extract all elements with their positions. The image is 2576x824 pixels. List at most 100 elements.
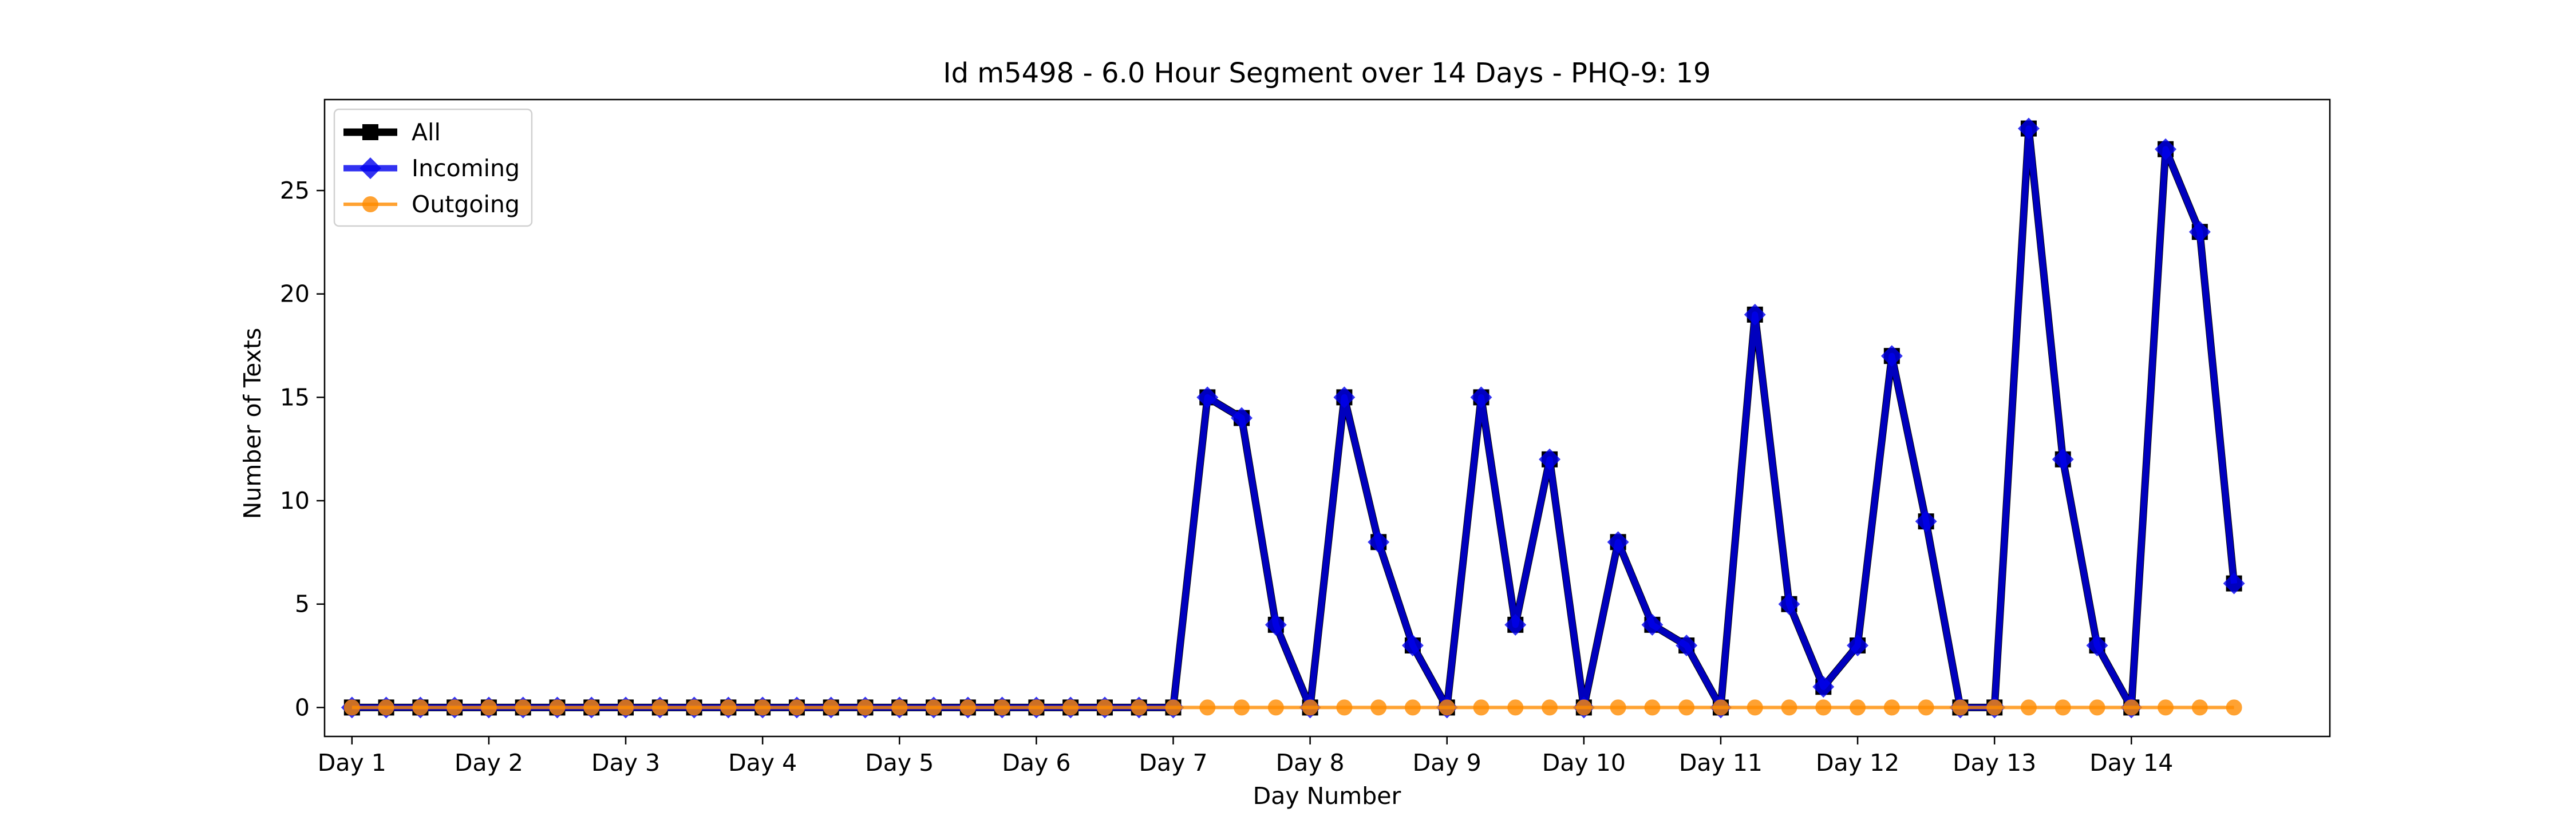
legend-marker bbox=[362, 196, 378, 212]
x-tick-label: Day 10 bbox=[1542, 749, 1626, 777]
x-tick-label: Day 3 bbox=[591, 749, 660, 777]
x-tick-label: Day 8 bbox=[1276, 749, 1345, 777]
data-point-outgoing bbox=[1439, 699, 1455, 716]
data-point-outgoing bbox=[1918, 699, 1934, 716]
data-point-incoming bbox=[1641, 613, 1664, 636]
data-point-outgoing bbox=[959, 699, 976, 716]
data-point-outgoing bbox=[412, 699, 429, 716]
x-tick-label: Day 14 bbox=[2089, 749, 2173, 777]
data-point-incoming bbox=[1368, 531, 1390, 553]
data-point-outgoing bbox=[1028, 699, 1045, 716]
data-point-incoming bbox=[1265, 613, 1287, 636]
y-tick-label: 0 bbox=[295, 694, 310, 721]
data-point-outgoing bbox=[754, 699, 771, 716]
data-point-incoming bbox=[1504, 613, 1527, 636]
x-tick-label: Day 1 bbox=[318, 749, 386, 777]
data-point-outgoing bbox=[720, 699, 737, 716]
data-point-outgoing bbox=[1234, 699, 1250, 716]
data-point-outgoing bbox=[2020, 699, 2037, 716]
data-point-outgoing bbox=[1678, 699, 1695, 716]
x-tick-label: Day 5 bbox=[865, 749, 934, 777]
data-point-incoming bbox=[1847, 635, 1869, 656]
plot-background bbox=[325, 100, 2330, 736]
data-point-outgoing bbox=[618, 699, 634, 716]
series-area bbox=[341, 117, 2245, 719]
data-point-outgoing bbox=[823, 699, 839, 716]
data-point-incoming bbox=[1915, 510, 1937, 533]
legend-entry-outgoing: Outgoing bbox=[343, 191, 520, 218]
x-tick-label: Day 2 bbox=[455, 749, 523, 777]
data-point-outgoing bbox=[788, 699, 805, 716]
x-tick-label: Day 9 bbox=[1413, 749, 1481, 777]
legend-entry-all: All bbox=[343, 118, 441, 146]
data-point-outgoing bbox=[1850, 699, 1866, 716]
data-point-outgoing bbox=[1096, 699, 1113, 716]
data-point-incoming bbox=[2223, 572, 2245, 595]
y-tick-label: 20 bbox=[280, 280, 310, 308]
data-point-outgoing bbox=[2123, 699, 2140, 716]
plot-area bbox=[325, 100, 2330, 736]
data-point-incoming bbox=[1778, 593, 1800, 615]
data-point-outgoing bbox=[1165, 699, 1182, 716]
y-tick-label: 5 bbox=[295, 591, 310, 618]
data-point-outgoing bbox=[1542, 699, 1558, 716]
y-tick-label: 10 bbox=[280, 487, 310, 514]
x-tick-label: Day 12 bbox=[1816, 749, 1899, 777]
data-point-outgoing bbox=[1336, 699, 1353, 716]
data-point-outgoing bbox=[1747, 699, 1763, 716]
data-point-outgoing bbox=[549, 699, 566, 716]
data-point-outgoing bbox=[651, 699, 668, 716]
data-point-outgoing bbox=[2191, 699, 2208, 716]
x-tick-label: Day 7 bbox=[1139, 749, 1207, 777]
data-point-incoming bbox=[1470, 386, 1492, 409]
chart-title: Id m5498 - 6.0 Hour Segment over 14 Days… bbox=[943, 57, 1710, 89]
x-tick-label: Day 6 bbox=[1002, 749, 1070, 777]
data-point-incoming bbox=[1607, 531, 1629, 553]
data-point-outgoing bbox=[1507, 699, 1524, 716]
data-point-incoming bbox=[2017, 117, 2040, 140]
data-point-outgoing bbox=[1404, 699, 1421, 716]
data-point-incoming bbox=[2086, 635, 2108, 656]
data-point-outgoing bbox=[447, 699, 463, 716]
data-point-outgoing bbox=[2226, 699, 2242, 716]
data-point-incoming bbox=[1196, 386, 1219, 409]
data-point-incoming bbox=[2052, 448, 2074, 470]
data-point-outgoing bbox=[1781, 699, 1797, 716]
data-point-outgoing bbox=[583, 699, 600, 716]
data-point-outgoing bbox=[1199, 699, 1216, 716]
axes: 0 5 10 15 20 25 Day 1 Day 2 Day 3 Day 4 Day 5 Day 6… bbox=[280, 98, 2331, 777]
data-point-outgoing bbox=[343, 699, 360, 716]
data-point-outgoing bbox=[1370, 699, 1387, 716]
data-point-outgoing bbox=[686, 699, 702, 716]
x-tick-label: Day 4 bbox=[728, 749, 797, 777]
data-point-outgoing bbox=[480, 699, 497, 716]
data-point-outgoing bbox=[1473, 699, 1490, 716]
data-point-outgoing bbox=[2055, 699, 2071, 716]
x-tick-label: Day 11 bbox=[1679, 749, 1763, 777]
data-point-incoming bbox=[1539, 448, 1561, 470]
y-axis-label: Number of Texts bbox=[239, 328, 266, 520]
data-point-outgoing bbox=[515, 699, 531, 716]
data-point-incoming bbox=[1744, 303, 1766, 326]
data-point-incoming bbox=[1231, 407, 1253, 429]
axes-frame bbox=[323, 98, 2331, 738]
data-point-outgoing bbox=[1575, 699, 1592, 716]
legend-label: All bbox=[412, 118, 441, 146]
data-point-outgoing bbox=[1644, 699, 1661, 716]
data-point-outgoing bbox=[1131, 699, 1147, 716]
data-point-incoming bbox=[1676, 635, 1698, 656]
legend-box bbox=[333, 108, 533, 227]
data-point-outgoing bbox=[2158, 699, 2174, 716]
data-point-outgoing bbox=[1610, 699, 1626, 716]
data-point-incoming bbox=[1880, 345, 1903, 367]
x-tick-label: Day 13 bbox=[1953, 749, 2036, 777]
data-point-outgoing bbox=[1952, 699, 1969, 716]
x-axis-label: Day Number bbox=[1253, 782, 1401, 810]
y-tick-label: 15 bbox=[280, 383, 310, 411]
data-point-outgoing bbox=[857, 699, 874, 716]
legend: All Incoming Outgoing bbox=[333, 108, 533, 227]
data-point-outgoing bbox=[1712, 699, 1729, 716]
legend-marker bbox=[359, 157, 381, 179]
data-point-outgoing bbox=[1986, 699, 2003, 716]
